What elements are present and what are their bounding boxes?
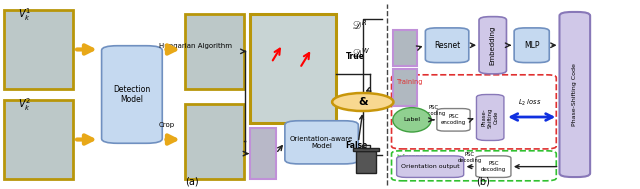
FancyBboxPatch shape <box>285 121 358 164</box>
FancyBboxPatch shape <box>476 94 504 140</box>
Text: Crop: Crop <box>159 122 175 128</box>
Bar <box>362 145 370 148</box>
Bar <box>250 128 276 179</box>
Bar <box>4 10 73 89</box>
Text: $\mathscr{D}^W$: $\mathscr{D}^W$ <box>352 46 370 60</box>
Text: Orientation-aware
Model: Orientation-aware Model <box>290 136 353 149</box>
FancyBboxPatch shape <box>397 156 464 177</box>
Bar <box>393 69 417 106</box>
Text: (b): (b) <box>476 176 490 186</box>
Ellipse shape <box>393 108 431 132</box>
FancyBboxPatch shape <box>479 17 506 74</box>
Bar <box>393 30 417 66</box>
Text: Resnet: Resnet <box>434 41 460 50</box>
Bar <box>184 104 244 179</box>
Text: Inference: Inference <box>397 154 428 160</box>
Text: Phase-Shifting Code: Phase-Shifting Code <box>572 63 577 126</box>
Text: Label: Label <box>403 117 420 122</box>
Text: (a): (a) <box>186 176 199 186</box>
Circle shape <box>332 93 394 111</box>
Text: Hungarian Algorithm: Hungarian Algorithm <box>159 43 232 49</box>
Text: Phase-
Shifting
Code: Phase- Shifting Code <box>482 107 499 128</box>
Bar <box>4 100 73 179</box>
Text: True: True <box>346 53 365 61</box>
Text: PSC
decoding: PSC decoding <box>481 161 506 172</box>
Bar <box>353 148 379 151</box>
FancyBboxPatch shape <box>426 28 468 63</box>
Text: $L_2$ loss: $L_2$ loss <box>518 98 541 108</box>
Text: PSC
decoding: PSC decoding <box>458 152 482 163</box>
FancyBboxPatch shape <box>356 151 376 173</box>
FancyBboxPatch shape <box>514 28 549 63</box>
Bar <box>250 14 336 123</box>
Text: Embedding: Embedding <box>490 26 496 65</box>
FancyBboxPatch shape <box>102 46 163 143</box>
Text: False: False <box>345 141 367 150</box>
Text: $V_k^2$: $V_k^2$ <box>19 96 31 113</box>
FancyBboxPatch shape <box>559 12 590 177</box>
Text: Training: Training <box>397 79 423 84</box>
Text: $V_k^1$: $V_k^1$ <box>19 6 31 23</box>
Text: MLP: MLP <box>524 41 540 50</box>
Bar <box>184 14 244 89</box>
Text: Orientation output: Orientation output <box>401 164 460 169</box>
Text: Detection
Model: Detection Model <box>113 85 150 104</box>
Text: PSC
encoding: PSC encoding <box>422 105 446 116</box>
Text: $\mathscr{D}^R$: $\mathscr{D}^R$ <box>352 18 367 32</box>
Text: &: & <box>358 97 367 107</box>
Text: PSC
encoding: PSC encoding <box>441 114 466 125</box>
